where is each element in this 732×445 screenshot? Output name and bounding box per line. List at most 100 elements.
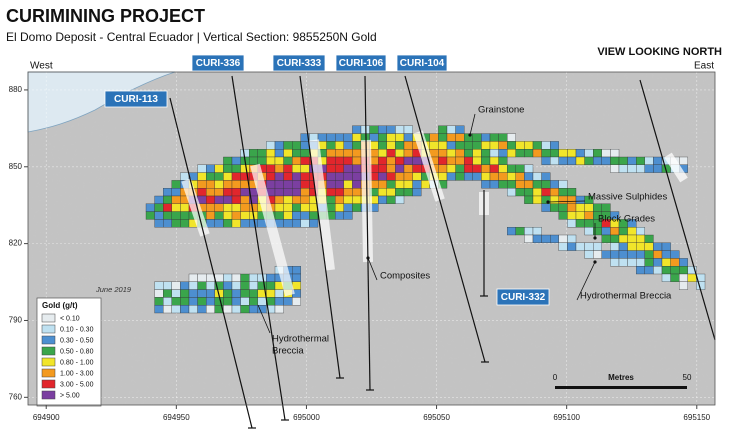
legend-label: < 0.10 (60, 315, 80, 322)
grade-block (292, 180, 301, 189)
grade-block (231, 180, 241, 189)
grade-block (558, 211, 568, 220)
grade-block (541, 141, 551, 150)
grade-block (197, 305, 207, 314)
grade-block (154, 203, 164, 212)
grade-block (180, 172, 190, 181)
grade-block (567, 195, 577, 204)
grade-block (498, 172, 508, 181)
grade-block (636, 250, 645, 259)
grade-block (326, 133, 336, 142)
drill-trace (299, 75, 341, 379)
grade-block (197, 297, 207, 306)
grade-block (532, 180, 542, 189)
grade-block (231, 156, 241, 165)
grade-block (292, 149, 301, 158)
grade-block (292, 172, 301, 181)
grade-block (481, 164, 491, 173)
grade-block (326, 180, 336, 189)
grade-block (343, 133, 353, 142)
grade-block (292, 281, 301, 290)
grade-block (455, 133, 465, 142)
grade-block (524, 149, 534, 158)
legend-title: Gold (g/t) (42, 301, 78, 310)
grade-block (249, 289, 258, 298)
legend-swatch (41, 379, 56, 389)
grade-block (541, 203, 551, 212)
annotation: Grainstone (478, 105, 524, 116)
grade-block (438, 164, 448, 173)
grade-block (145, 211, 155, 220)
grade-block (171, 305, 181, 314)
grade-block (644, 250, 654, 259)
grade-block (498, 149, 508, 158)
date: June 2019 (95, 285, 132, 294)
grade-block (231, 273, 241, 282)
grade-block (472, 164, 482, 173)
grade-block (584, 219, 594, 228)
grade-block (455, 125, 465, 134)
grade-block (446, 133, 456, 142)
grade-block (481, 180, 491, 189)
grade-block (636, 156, 645, 165)
grade-block (403, 133, 413, 142)
grade-block (335, 141, 344, 150)
grade-block (550, 149, 559, 158)
grade-block (266, 156, 276, 165)
hole-label: CURI-336 (196, 58, 241, 69)
grade-block (197, 281, 207, 290)
grade-block (601, 234, 611, 243)
grade-block (206, 188, 215, 197)
grade-block (584, 250, 594, 259)
grade-block (335, 188, 344, 197)
scale-unit: Metres (608, 373, 634, 382)
grade-block (464, 149, 473, 158)
grade-block (575, 195, 585, 204)
grade-block (292, 266, 301, 275)
grade-block (231, 188, 241, 197)
grade-block (206, 297, 215, 306)
grade-block (300, 172, 310, 181)
hole-label-box (191, 54, 245, 72)
grade-block (335, 172, 344, 181)
grade-block (300, 156, 310, 165)
grade-block (180, 219, 190, 228)
leader-line (547, 200, 586, 203)
grade-block (154, 195, 164, 204)
grade-block (636, 164, 645, 173)
grade-block (412, 172, 422, 181)
grade-block (679, 273, 688, 282)
grade-block (266, 281, 276, 290)
grade-block (670, 250, 680, 259)
x-tick-label: 695100 (553, 413, 580, 422)
grade-block (326, 172, 336, 181)
scale-end: 50 (683, 373, 692, 382)
grade-block (644, 234, 654, 243)
grade-block (541, 180, 551, 189)
grade-block (266, 149, 276, 158)
grade-block (266, 289, 276, 298)
grade-block (343, 180, 353, 189)
grade-block (412, 180, 422, 189)
grade-block (610, 149, 620, 158)
grade-block (567, 203, 577, 212)
grade-block (644, 258, 654, 267)
grade-block (326, 203, 336, 212)
leader-dot (366, 256, 370, 260)
grade-block (386, 133, 396, 142)
grade-block (309, 219, 319, 228)
grade-block (515, 149, 525, 158)
legend-label: 0.80 - 1.00 (60, 359, 94, 366)
grade-block (300, 188, 310, 197)
x-tick-label: 694900 (33, 413, 60, 422)
grade-block (575, 156, 585, 165)
grade-block (386, 172, 396, 181)
grade-block (498, 180, 508, 189)
grade-block (687, 273, 697, 282)
scale-bar (555, 386, 687, 389)
grade-block (395, 141, 405, 150)
grade-block (395, 156, 405, 165)
grade-block (610, 156, 620, 165)
grade-block (601, 227, 611, 236)
grade-block (421, 180, 430, 189)
